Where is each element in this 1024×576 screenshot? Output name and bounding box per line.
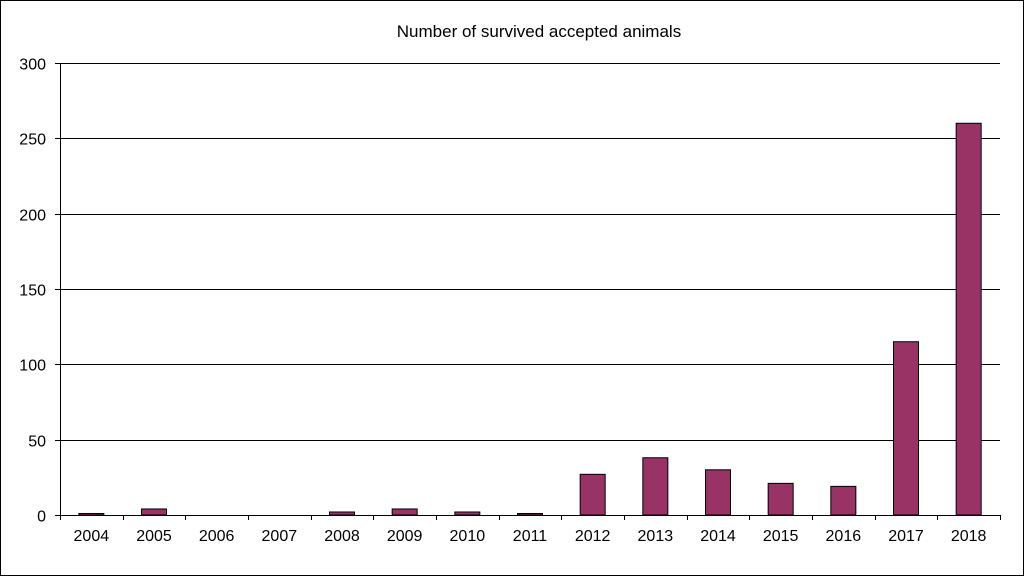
y-tick-label: 50	[28, 434, 46, 451]
y-tick-label: 300	[19, 57, 46, 74]
bar-2004	[78, 512, 105, 516]
x-tick-label: 2011	[513, 528, 548, 545]
bar-2015	[767, 482, 794, 516]
bar-2012	[579, 473, 606, 516]
x-tick-label: 2018	[951, 528, 987, 545]
x-tick-label: 2007	[262, 528, 298, 545]
x-tick-label: 2010	[450, 528, 486, 545]
bar-2005	[141, 508, 167, 516]
y-tick-label: 200	[19, 208, 46, 225]
axes	[60, 63, 1000, 516]
bar-2018	[955, 122, 982, 516]
y-tick-label: 150	[19, 283, 46, 300]
x-tick-label: 2006	[199, 528, 235, 545]
x-tick-label: 2008	[324, 528, 360, 545]
y-tick-label: 0	[37, 509, 46, 526]
bar-2014	[705, 469, 731, 516]
x-tick-label: 2005	[136, 528, 172, 545]
x-tick-label: 2004	[74, 528, 110, 545]
bar-2013	[642, 457, 669, 516]
y-tick-labels: 0 50 100 150 200 250 300	[19, 57, 60, 526]
y-tick-label: 100	[19, 358, 46, 375]
bar-2016	[830, 485, 857, 516]
x-tick-label: 2013	[638, 528, 674, 545]
x-tick-label: 2014	[700, 528, 736, 545]
chart-title: Number of survived accepted animals	[397, 22, 681, 41]
x-tick-label: 2016	[826, 528, 862, 545]
bar-2017	[893, 341, 919, 516]
x-tick-label: 2012	[575, 528, 611, 545]
gridlines	[60, 63, 1000, 516]
bar-2011	[517, 512, 543, 516]
bar-2009	[391, 508, 418, 516]
bars	[78, 122, 982, 516]
x-tick-label: 2009	[387, 528, 423, 545]
bar-2010	[454, 511, 481, 516]
y-tick-label: 250	[19, 132, 46, 149]
bar-2008	[329, 511, 355, 516]
x-tick-labels: 2004 2005 2006 2007 2008 2009 2010 2011 2012 2013…	[60, 515, 1001, 545]
x-tick-label: 2015	[763, 528, 799, 545]
x-tick-label: 2017	[888, 528, 924, 545]
